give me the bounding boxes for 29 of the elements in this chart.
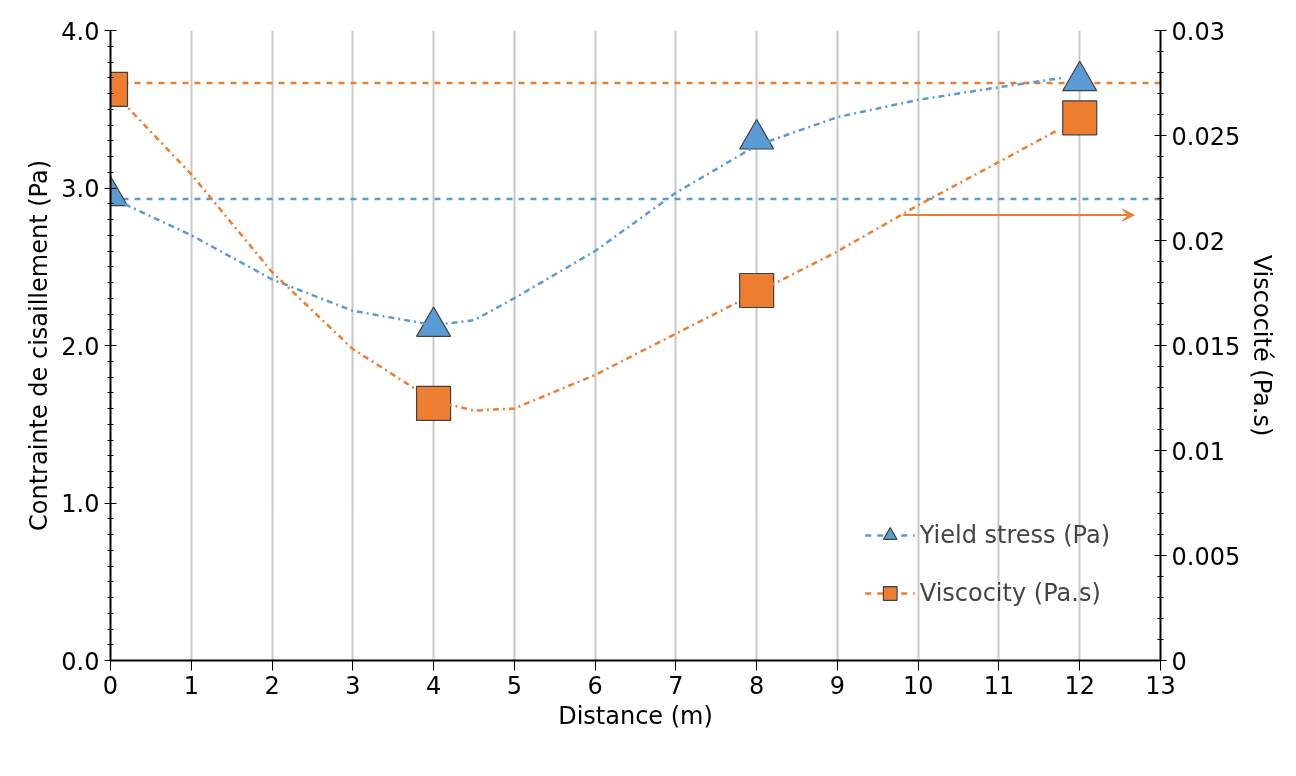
y-tick-label: 0.0 xyxy=(61,647,100,676)
x-tick-label: 11 xyxy=(983,671,1015,700)
x-tick-label: 2 xyxy=(264,671,280,700)
x-tick-label: 12 xyxy=(1064,671,1096,700)
legend-label: Yield stress (Pa) xyxy=(919,521,1110,549)
x-tick-label: 4 xyxy=(425,671,442,700)
y-tick-label: 4.0 xyxy=(61,17,100,46)
x-tick-label: 3 xyxy=(345,671,361,700)
x-tick-label: 9 xyxy=(829,671,846,700)
y2-tick-label: 0.02 xyxy=(1171,227,1225,256)
x-axis-title: Distance (m) xyxy=(558,701,713,730)
legend-label: Viscocity (Pa.s) xyxy=(919,579,1101,607)
x-tick-label: 7 xyxy=(668,671,684,700)
y2-tick-label: 0.015 xyxy=(1171,332,1241,361)
y-tick-label: 3.0 xyxy=(61,175,100,203)
x-tick-label: 8 xyxy=(749,671,765,700)
y2-tick-label: 0.005 xyxy=(1171,542,1241,571)
y2-axis-title: Viscocité (Pa.s) xyxy=(1248,254,1277,437)
y2-tick-label: 0.025 xyxy=(1171,122,1241,151)
y2-tick-label: 0.01 xyxy=(1171,437,1225,466)
y-axis-title: Contrainte de cisaillement (Pa) xyxy=(25,159,54,532)
x-tick-label: 5 xyxy=(506,671,522,700)
y-tick-label: 1.0 xyxy=(61,490,100,518)
x-tick-label: 0 xyxy=(102,671,119,700)
x-tick-label: 1 xyxy=(183,671,199,700)
x-tick-label: 10 xyxy=(902,671,934,700)
y2-tick-label: 0.03 xyxy=(1171,17,1225,46)
x-tick-label: 6 xyxy=(587,671,603,700)
y-tick-label: 2.0 xyxy=(61,332,100,361)
